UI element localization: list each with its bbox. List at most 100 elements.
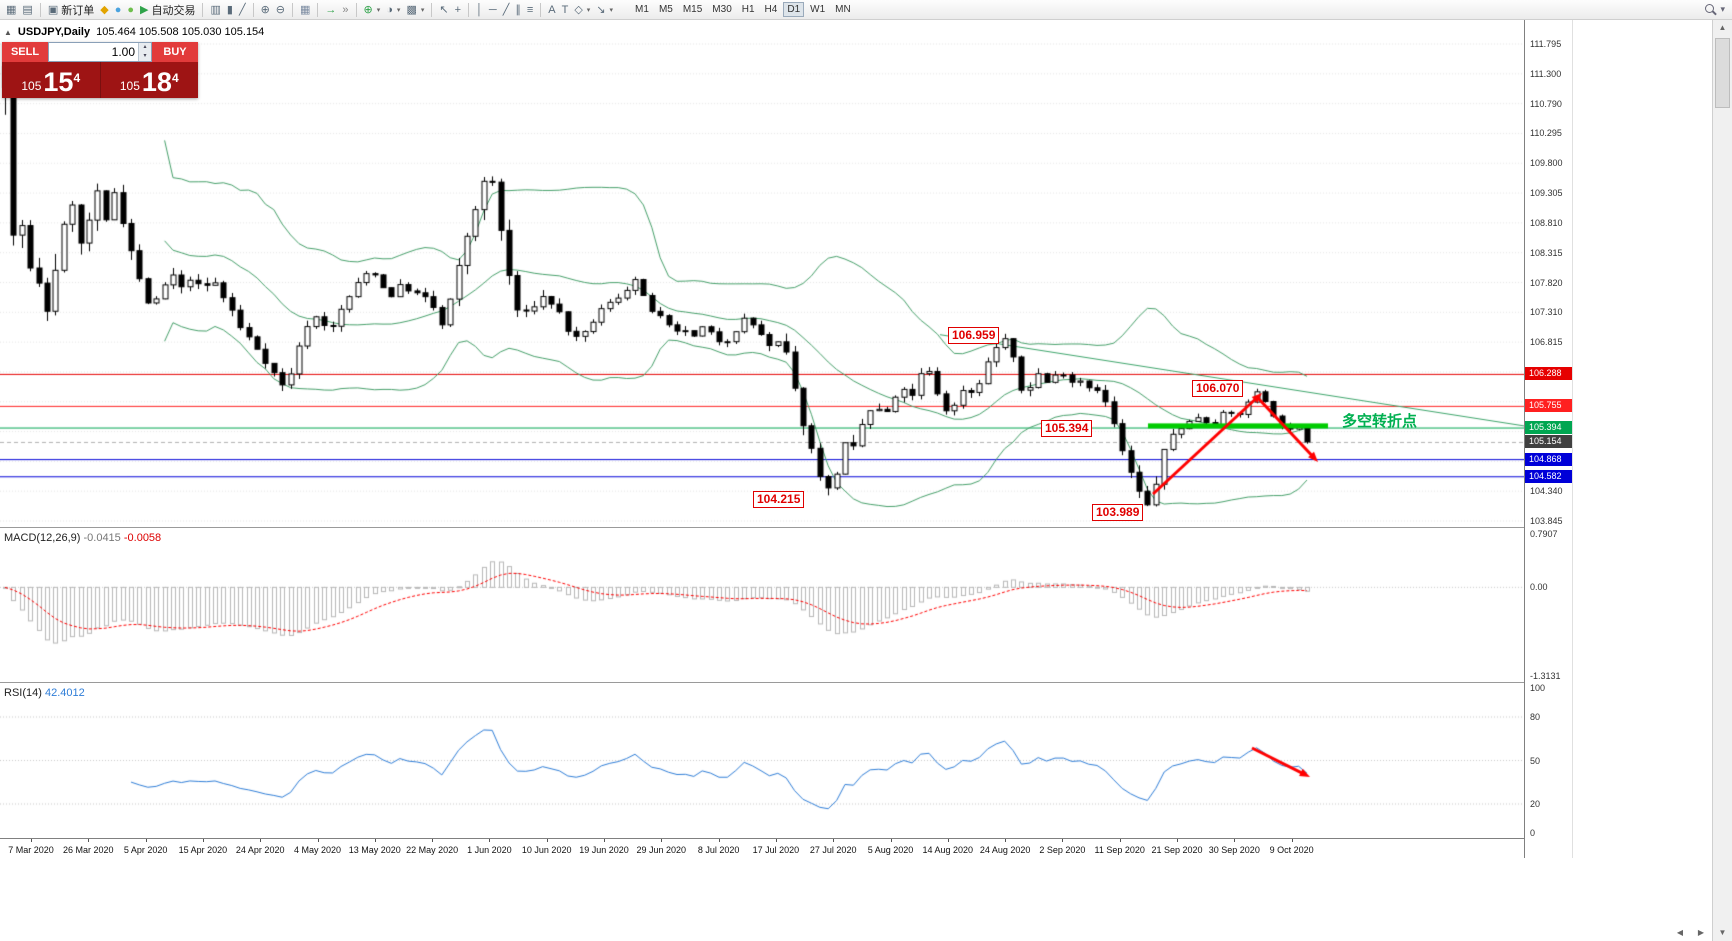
date-tick [260,839,262,842]
price-callout-106.959[interactable]: 106.959 [948,327,1000,344]
timeframe-m15[interactable]: M15 [682,4,703,15]
timeframe-h1[interactable]: H1 [741,4,755,15]
one-click-toggle-icon[interactable]: ▲ [4,27,12,37]
price-callout-104.215[interactable]: 104.215 [753,491,805,508]
price-axis-label: 104.340 [1530,486,1563,497]
periods-button[interactable]: ◑ ▾ [383,1,403,19]
mql5-community-icon[interactable]: ● [112,1,125,19]
scrollbar-thumb[interactable] [1715,38,1730,108]
new-order-button[interactable]: ▣ 新订单 [45,1,97,19]
auto-scroll-button[interactable]: → [322,1,339,19]
timeframe-mn[interactable]: MN [835,4,851,15]
scroll-down-icon[interactable]: ▼ [1718,928,1727,937]
price-axis[interactable]: 111.795 111.300 110.790 110.295 109.800 109.3… [1524,20,1572,858]
date-tick [1119,839,1121,842]
autotrading-button-label: 自动交易 [151,4,196,17]
date-axis-label: 26 Mar 2020 [63,845,114,855]
price-callout-105.394[interactable]: 105.394 [1041,420,1093,437]
new-chart-button[interactable]: ▦ [3,1,19,19]
horizontal-line-button[interactable]: ─ [486,1,500,19]
date-tick [489,839,491,842]
date-axis-label: 8 Jul 2020 [697,845,740,855]
templates-button[interactable]: ▩ ▾ [403,1,427,19]
macd-panel-separator[interactable] [0,527,1524,528]
zoom-out-button[interactable]: ⊖ [273,1,288,19]
rsi-panel-separator[interactable] [0,682,1524,683]
search-icon [1705,3,1715,13]
indicators-button[interactable]: ⊕ ▾ [361,1,384,19]
search-button[interactable] [1705,3,1715,16]
cursor-button[interactable]: ↖ [436,1,451,19]
timeframe-w1[interactable]: W1 [810,4,826,15]
timeframe-m1[interactable]: M1 [635,4,649,15]
stepper-down-icon[interactable]: ▾ [139,52,151,61]
sell-header-button[interactable]: SELL [2,42,48,62]
autotrading-button[interactable]: ▶ 自动交易 [137,1,198,19]
chevron-down-icon[interactable]: ▾ [609,6,614,14]
toolbar-separator [317,2,319,17]
date-axis-label: 13 May 2020 [348,845,401,855]
zoom-in-button[interactable]: ⊕ [258,1,273,19]
timeframe-h4[interactable]: H4 [764,4,778,15]
date-tick [604,839,605,842]
text-button[interactable]: A [545,1,558,19]
date-tick [145,839,147,842]
volume-value[interactable]: 1.00 [111,45,135,59]
line-chart-button[interactable]: ╱ [236,1,249,19]
chart-profiles-button[interactable]: ▤ [19,1,35,19]
scroll-right-icon[interactable]: ▶ [1697,928,1705,937]
bar-chart-button[interactable]: ▥ [207,1,223,19]
sell-price-button[interactable]: 105 15 4 [2,62,100,98]
scroll-up-icon[interactable]: ▲ [1718,23,1727,32]
rsi-canvas[interactable] [0,683,1524,838]
price-tag-105.394: 105.394 [1525,421,1572,435]
new-order-button-label: 新订单 [61,4,95,17]
metaquotes-icon[interactable]: ◆ [97,1,111,19]
chevron-down-icon[interactable]: ▾ [586,6,591,14]
buy-header-button[interactable]: BUY [152,42,198,62]
timeframe-d1[interactable]: D1 [783,2,805,17]
quick-menu-button[interactable]: ▾ [1720,4,1725,14]
crosshair-button[interactable]: + [452,1,464,19]
turning-point-label[interactable]: 多空转折点 [1342,413,1418,430]
chevron-down-icon[interactable]: ▾ [420,6,425,14]
vertical-scrollbar[interactable]: ▲ ▼ [1712,20,1732,941]
volume-stepper[interactable]: ▴ ▾ [138,43,151,61]
sell-big-figure: 105 [21,79,42,93]
scroll-left-icon[interactable]: ◀ [1676,928,1684,937]
date-axis-label: 1 Jun 2020 [467,845,512,855]
one-click-price-row: 105 15 4 105 18 4 [2,62,198,98]
stepper-up-icon[interactable]: ▴ [139,43,151,52]
buy-price-button[interactable]: 105 18 4 [101,62,199,98]
volume-input[interactable]: 1.00 ▴ ▾ [48,42,152,62]
chevron-down-icon[interactable]: ▾ [376,6,381,14]
date-axis[interactable]: 7 Mar 2020 26 Mar 2020 5 Apr 2020 15 Apr 20… [0,838,1524,858]
shapes-button[interactable]: ◇ ▾ [571,1,593,19]
chevron-down-icon[interactable]: ▾ [396,6,401,14]
vertical-line-button[interactable]: │ [473,1,486,19]
arrows-button[interactable]: ↘ ▾ [593,1,616,19]
fibonacci-button[interactable]: ≡ [524,1,536,19]
timeframe-m5[interactable]: M5 [658,4,673,15]
price-callout-106.070[interactable]: 106.070 [1192,380,1244,397]
tile-windows-icon: ▦ [300,3,311,16]
date-axis-label: 7 Mar 2020 [8,845,54,855]
new-chart-icon: ▦ [6,3,17,16]
price-axis-label: 103.845 [1530,516,1563,526]
channel-button[interactable]: ∥ [512,1,524,19]
mql5-community-icon-icon: ● [114,3,122,16]
fibonacci-icon: ≡ [526,3,534,16]
trendline-button[interactable]: ╱ [500,1,513,19]
crosshair-icon: + [454,3,462,16]
tile-windows-button[interactable]: ▦ [297,1,313,19]
news-icon[interactable]: ● [124,1,137,19]
price-callout-103.989[interactable]: 103.989 [1092,504,1144,521]
timeframe-m30[interactable]: M30 [712,4,732,15]
macd-canvas[interactable] [0,528,1524,682]
candlestick-chart-button[interactable]: ▮ [224,1,236,19]
sell-point: 4 [73,71,81,85]
chart-shift-button[interactable]: » [339,1,351,19]
text-label-button[interactable]: T [559,1,572,19]
buy-pips: 18 [141,67,172,97]
main-chart-canvas[interactable] [0,20,1524,527]
